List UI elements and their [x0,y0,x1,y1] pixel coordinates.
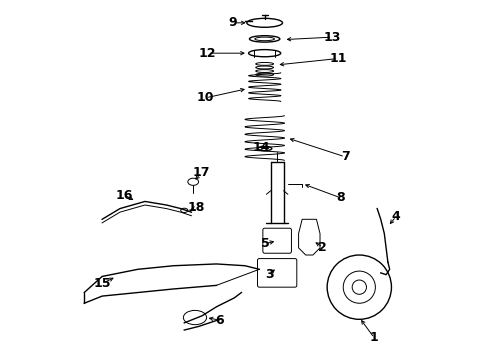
Text: 18: 18 [187,201,205,214]
Text: 1: 1 [370,332,379,345]
Text: 13: 13 [324,31,341,44]
Text: 8: 8 [337,192,345,204]
Text: 6: 6 [215,314,223,327]
Text: 3: 3 [265,268,273,281]
Text: 11: 11 [329,52,346,65]
Text: 7: 7 [341,150,349,163]
Text: 12: 12 [199,47,216,60]
Text: 4: 4 [392,210,400,223]
Text: 15: 15 [94,277,111,290]
Text: 14: 14 [252,141,270,154]
Text: 16: 16 [116,189,133,202]
Text: 2: 2 [318,240,327,254]
Text: 10: 10 [197,91,215,104]
Text: 9: 9 [228,16,237,29]
Text: 5: 5 [261,237,270,250]
Text: 17: 17 [193,166,210,179]
